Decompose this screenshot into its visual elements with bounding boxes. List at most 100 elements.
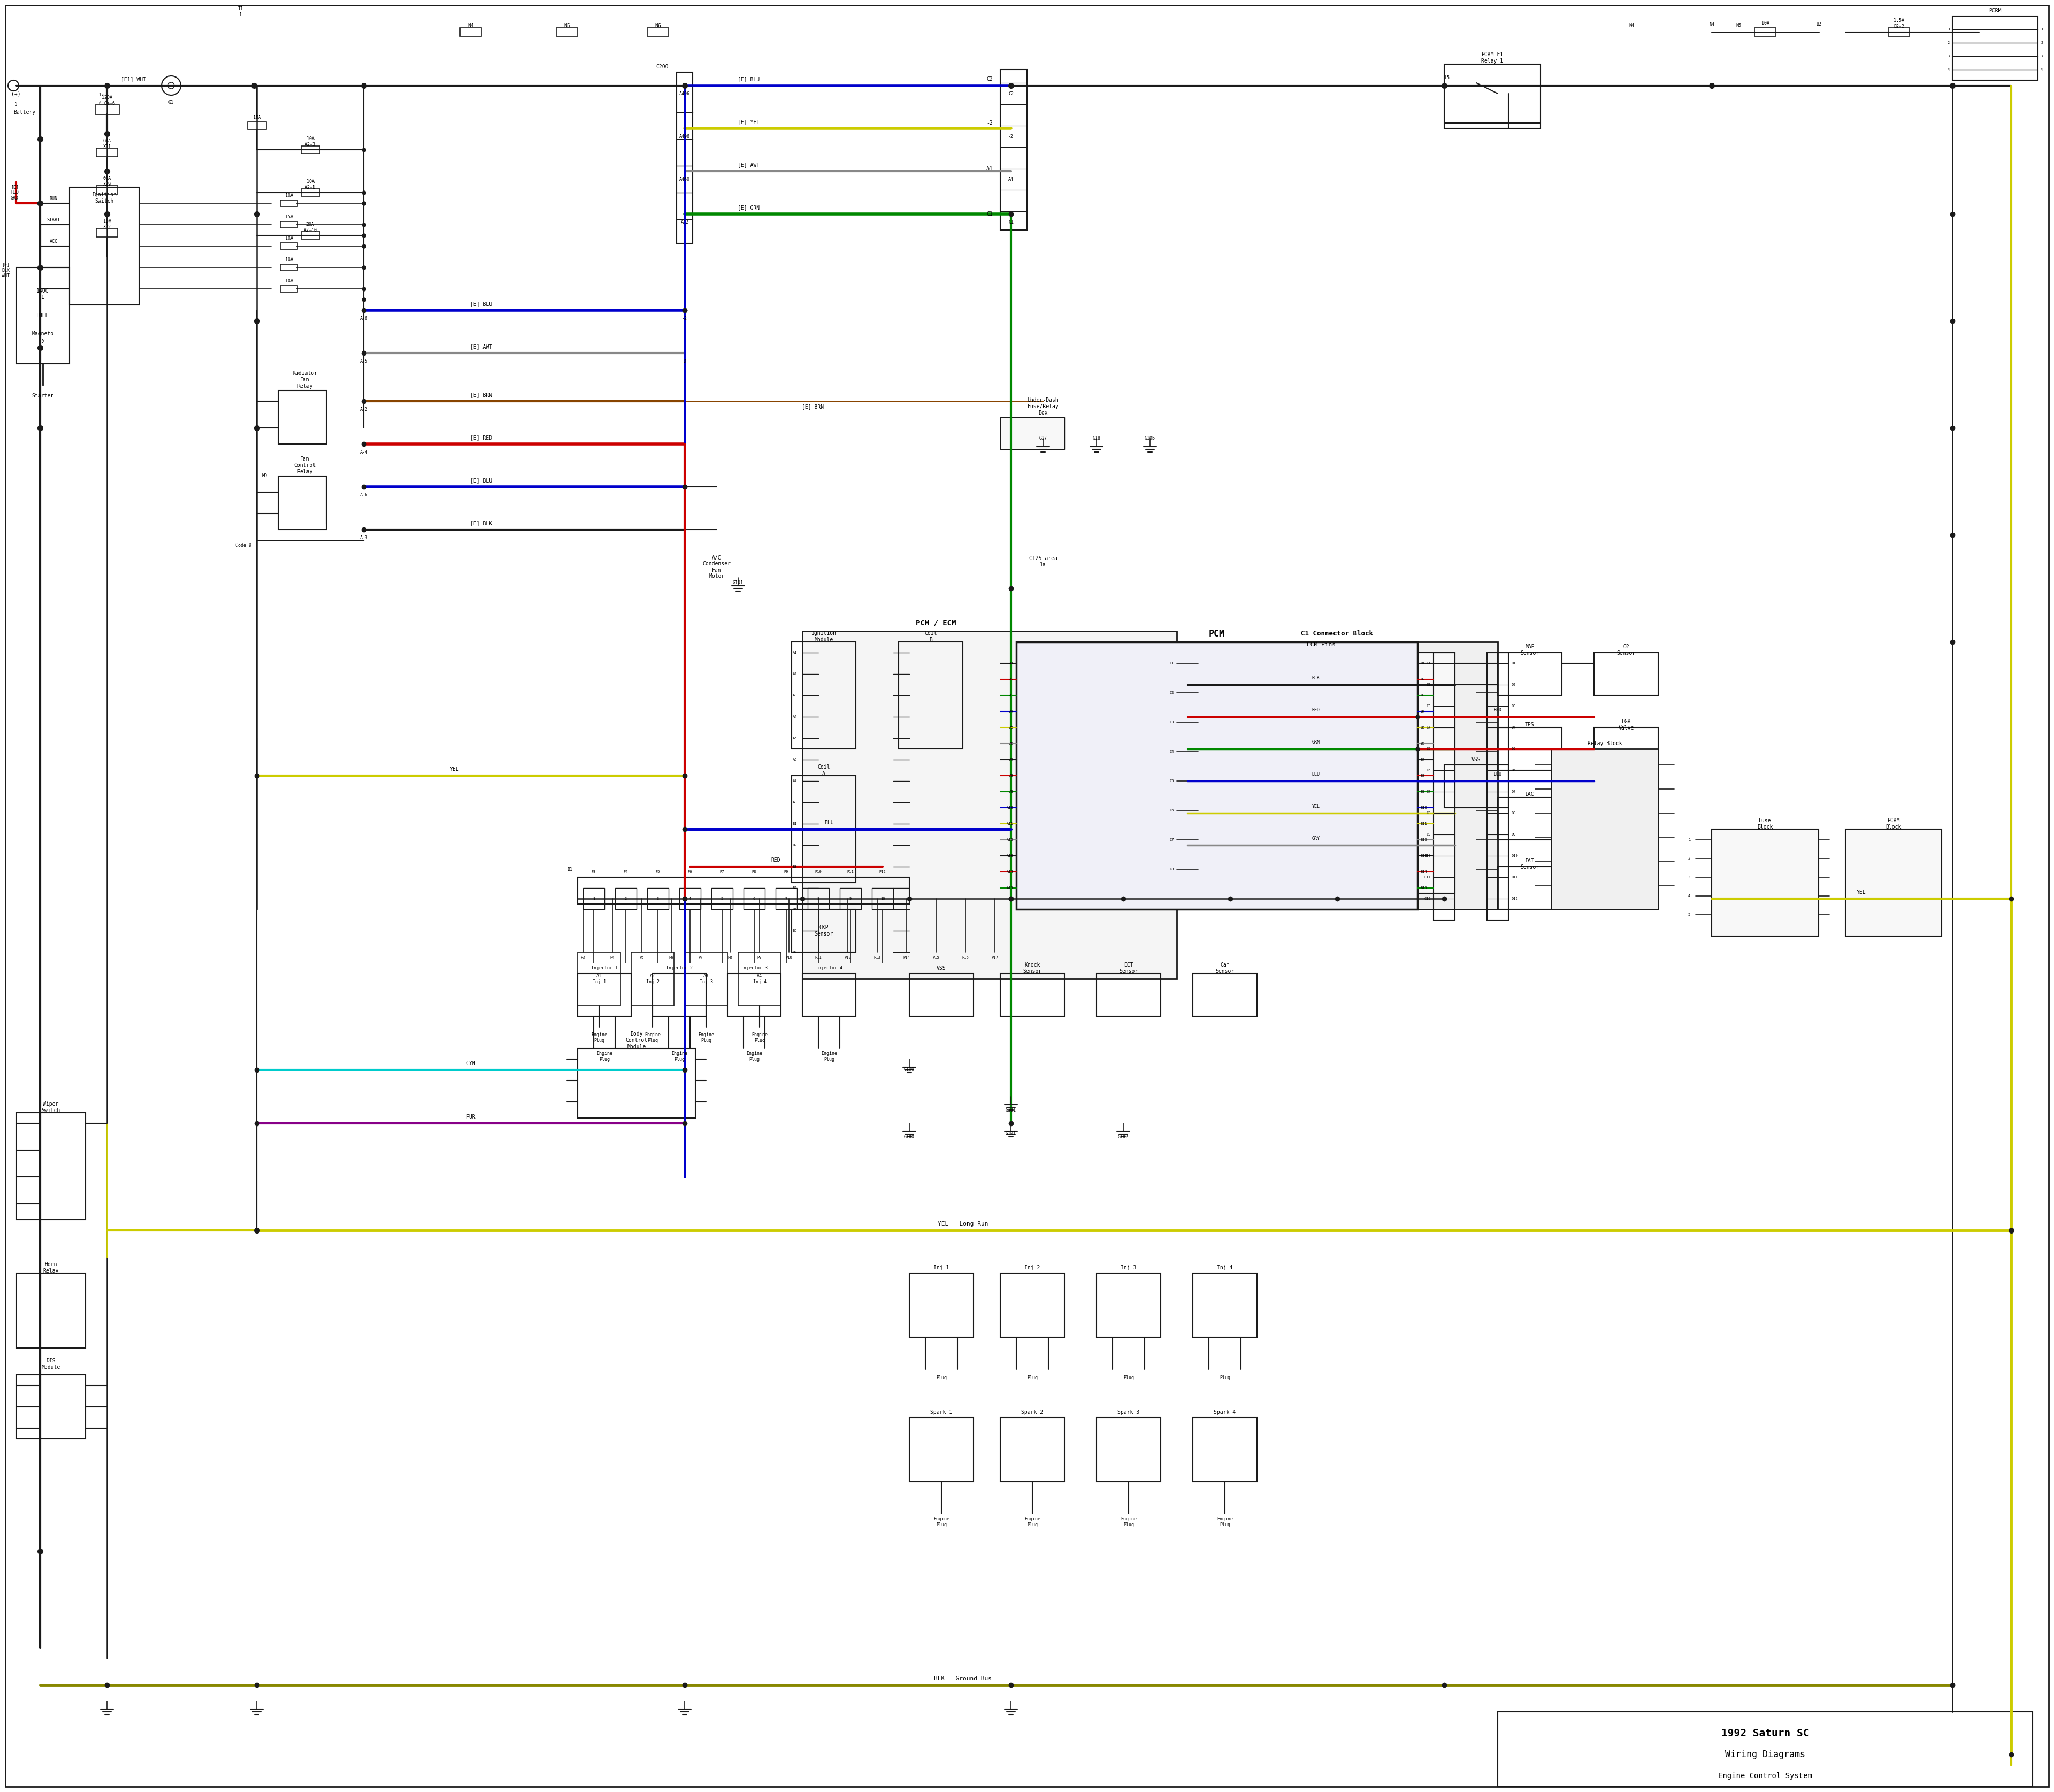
Text: Knock
Sensor: Knock Sensor bbox=[1023, 962, 1041, 975]
Text: Relay Block: Relay Block bbox=[1588, 740, 1623, 745]
Text: C4: C4 bbox=[1169, 751, 1175, 753]
Text: A9: A9 bbox=[1009, 790, 1013, 794]
Bar bbox=[1193, 1272, 1257, 1337]
Text: G101: G101 bbox=[1006, 1107, 1017, 1113]
Text: P6: P6 bbox=[688, 871, 692, 873]
Bar bbox=[1551, 749, 1658, 909]
Text: A5: A5 bbox=[793, 737, 797, 740]
Text: VSS: VSS bbox=[937, 966, 947, 971]
Text: B2: B2 bbox=[793, 844, 797, 848]
Text: P11: P11 bbox=[846, 871, 854, 873]
Text: 3: 3 bbox=[1947, 54, 1949, 57]
Bar bbox=[577, 952, 620, 1005]
Bar bbox=[277, 391, 327, 444]
Text: 10A: 10A bbox=[286, 237, 294, 240]
Text: G1: G1 bbox=[168, 100, 175, 106]
Bar bbox=[676, 72, 692, 244]
Text: 15A
X22: 15A X22 bbox=[103, 219, 111, 229]
Text: Engine
Plug: Engine Plug bbox=[822, 1052, 838, 1061]
Text: A4: A4 bbox=[1009, 710, 1013, 713]
Text: C8: C8 bbox=[1425, 812, 1432, 815]
Text: 8: 8 bbox=[817, 898, 820, 900]
Text: C7: C7 bbox=[1169, 839, 1175, 842]
Text: A-5: A-5 bbox=[359, 358, 368, 364]
Text: B1: B1 bbox=[793, 823, 797, 826]
Text: D12: D12 bbox=[1512, 898, 1518, 900]
Text: 7: 7 bbox=[785, 898, 787, 900]
Text: C2: C2 bbox=[986, 77, 992, 82]
Bar bbox=[249, 122, 267, 129]
Text: 5: 5 bbox=[1688, 914, 1690, 916]
Text: A13: A13 bbox=[1006, 855, 1013, 858]
Bar bbox=[803, 631, 1177, 978]
Text: FULL: FULL bbox=[37, 314, 49, 319]
Text: [E] BLK: [E] BLK bbox=[470, 520, 493, 525]
Text: CKP
Sensor: CKP Sensor bbox=[813, 925, 834, 937]
Bar bbox=[1177, 642, 1497, 909]
Text: Body
Control
Module: Body Control Module bbox=[626, 1032, 647, 1050]
Text: 10: 10 bbox=[881, 898, 885, 900]
Text: [E] GRN: [E] GRN bbox=[737, 204, 760, 210]
Bar bbox=[653, 973, 707, 1016]
Text: 1: 1 bbox=[1688, 839, 1690, 842]
Text: B4: B4 bbox=[793, 887, 797, 889]
Bar bbox=[557, 29, 577, 36]
Text: 10A
A2-1: 10A A2-1 bbox=[304, 179, 316, 190]
Text: N4: N4 bbox=[468, 23, 474, 29]
Text: P3: P3 bbox=[592, 871, 596, 873]
Bar bbox=[94, 106, 119, 115]
Text: B8: B8 bbox=[1419, 774, 1425, 778]
Text: D9: D9 bbox=[1512, 833, 1516, 837]
Text: 4: 4 bbox=[688, 898, 690, 900]
Bar bbox=[910, 973, 974, 1016]
Text: 2: 2 bbox=[2040, 41, 2044, 45]
Text: Horn
Relay: Horn Relay bbox=[43, 1262, 60, 1274]
Bar bbox=[1497, 652, 1561, 695]
Text: A460: A460 bbox=[680, 177, 690, 181]
Text: C1: C1 bbox=[1009, 220, 1013, 224]
Bar bbox=[614, 889, 637, 909]
Text: Fuse
Block: Fuse Block bbox=[1758, 817, 1773, 830]
Text: 1: 1 bbox=[2040, 29, 2044, 30]
Text: A8: A8 bbox=[1009, 774, 1013, 778]
Text: Magneto
y: Magneto y bbox=[31, 332, 53, 342]
Text: Injector 1: Injector 1 bbox=[592, 966, 618, 971]
Bar bbox=[647, 29, 670, 36]
Text: Engine
Plug: Engine Plug bbox=[1025, 1516, 1041, 1527]
Text: Engine
Plug: Engine Plug bbox=[645, 1032, 661, 1043]
Text: G17: G17 bbox=[1039, 435, 1048, 441]
Text: Engine
Plug: Engine Plug bbox=[1121, 1516, 1136, 1527]
Text: Inj 1: Inj 1 bbox=[935, 1265, 949, 1271]
Text: A496: A496 bbox=[680, 134, 690, 138]
Text: Plug: Plug bbox=[1027, 1374, 1037, 1380]
Text: [E] BLU: [E] BLU bbox=[470, 478, 493, 484]
Text: 9: 9 bbox=[850, 898, 852, 900]
Text: D7: D7 bbox=[1512, 790, 1516, 794]
Text: A-2: A-2 bbox=[359, 407, 368, 412]
Text: C125 area
1a: C125 area 1a bbox=[1029, 556, 1058, 568]
Text: P5: P5 bbox=[655, 871, 659, 873]
Bar bbox=[1097, 1417, 1161, 1482]
Text: P5: P5 bbox=[639, 955, 645, 959]
Bar bbox=[577, 878, 910, 903]
Text: A-4: A-4 bbox=[359, 450, 368, 455]
Text: YEL: YEL bbox=[450, 767, 460, 772]
Text: I1m: I1m bbox=[97, 93, 105, 97]
Text: RED: RED bbox=[1493, 708, 1501, 713]
Text: A4: A4 bbox=[986, 167, 992, 172]
Text: Injector 2: Injector 2 bbox=[665, 966, 692, 971]
Text: C7: C7 bbox=[1425, 790, 1432, 794]
Text: 10A: 10A bbox=[286, 280, 294, 283]
Text: A-3: A-3 bbox=[359, 536, 368, 539]
Text: 4: 4 bbox=[1947, 68, 1949, 72]
Text: -2: -2 bbox=[1009, 134, 1013, 138]
Bar bbox=[807, 889, 830, 909]
Text: C1: C1 bbox=[986, 211, 992, 217]
Text: 1992 Saturn SC: 1992 Saturn SC bbox=[1721, 1727, 1810, 1738]
Text: TPS: TPS bbox=[1524, 722, 1534, 728]
Bar bbox=[1193, 1417, 1257, 1482]
Text: Ignition
Switch: Ignition Switch bbox=[92, 192, 117, 204]
Text: [E] RED: [E] RED bbox=[470, 435, 493, 441]
Text: N4: N4 bbox=[1709, 22, 1715, 27]
Bar bbox=[97, 186, 117, 194]
